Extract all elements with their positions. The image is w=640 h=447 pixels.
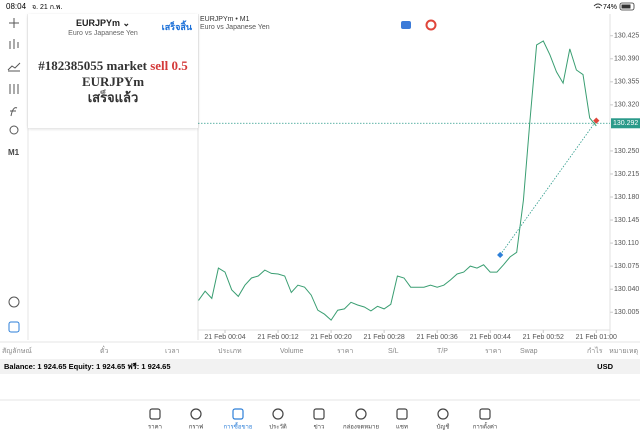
crosshair-icon[interactable] <box>9 18 19 28</box>
account-currency: USD <box>597 362 613 371</box>
column-header: เวลา <box>165 348 180 355</box>
battery-level <box>621 4 631 9</box>
column-header: Volume <box>280 348 303 355</box>
y-tick-label: 130.110 <box>614 240 639 247</box>
chart-tool-icon[interactable] <box>425 19 437 31</box>
candles-icon[interactable] <box>9 39 19 49</box>
x-tick-label: 21 Feb 01:00 <box>576 334 617 341</box>
analysis-icon[interactable] <box>8 296 20 308</box>
order-message: #182385055 market sell 0.5 EURJPYm เสร็จ… <box>28 58 198 106</box>
chart-title: EURJPYm • M1 <box>200 16 250 23</box>
nav-label[interactable]: ข่าว <box>314 424 325 431</box>
column-header: ตั๋ว <box>100 346 109 355</box>
column-header: Swap <box>520 348 538 355</box>
y-tick-label: 130.390 <box>614 56 639 63</box>
current-price-box <box>611 118 640 129</box>
x-tick-label: 21 Feb 00:36 <box>417 334 458 341</box>
y-tick-label: 130.250 <box>614 148 639 155</box>
y-tick-label: 130.005 <box>614 309 639 316</box>
nav-icon[interactable] <box>437 408 449 420</box>
y-tick-label: 130.320 <box>614 102 639 109</box>
nav-icon[interactable] <box>149 408 161 420</box>
column-header: ราคา <box>485 348 501 355</box>
y-tick-label: 130.425 <box>614 33 639 40</box>
status-battery: 74% <box>603 4 617 11</box>
x-tick-label: 21 Feb 00:04 <box>204 334 245 341</box>
battery-icon <box>619 2 635 11</box>
x-tick-label: 21 Feb 00:20 <box>310 334 351 341</box>
timeframe-label[interactable]: M1 <box>8 148 20 157</box>
y-tick-label: 130.180 <box>614 194 639 201</box>
y-tick-label: 130.355 <box>614 79 639 86</box>
y-tick-label: 130.215 <box>614 171 639 178</box>
current-price-label: 130.292 <box>613 120 638 127</box>
nav-icon[interactable] <box>479 408 491 420</box>
nav-icon[interactable] <box>232 408 244 420</box>
column-header: หมายเหตุ <box>609 348 638 355</box>
trade-link <box>499 120 597 256</box>
indicator-icon[interactable] <box>7 62 21 72</box>
nav-icon[interactable] <box>355 408 367 420</box>
balance-row <box>0 359 640 374</box>
objects-icon[interactable] <box>9 125 19 135</box>
y-tick-label: 130.075 <box>614 263 639 270</box>
nav-label[interactable]: การตั้งค่า <box>473 421 497 431</box>
chart-tool-icon[interactable] <box>401 21 411 29</box>
order-status: เสร็จแล้ว <box>87 90 139 105</box>
nav-label[interactable]: บัญชี <box>437 423 450 431</box>
toolbar-icons <box>7 18 21 333</box>
x-tick-label: 21 Feb 00:12 <box>257 334 298 341</box>
x-tick-label: 21 Feb 00:44 <box>470 334 511 341</box>
order-text: #182385055 market <box>38 58 147 73</box>
trade-marker <box>497 251 504 259</box>
panel-description: Euro vs Japanese Yen <box>68 30 138 37</box>
nav-label[interactable]: การซื้อขาย <box>224 421 253 431</box>
chart-subtitle: Euro vs Japanese Yen <box>200 24 270 31</box>
y-tick-label: 130.145 <box>614 217 639 224</box>
price-line <box>198 40 597 321</box>
nav-icon[interactable] <box>396 408 408 420</box>
symbol-text: EURJPYm <box>75 18 120 28</box>
y-tick-label: 130.040 <box>614 286 639 293</box>
x-tick-label: 21 Feb 00:52 <box>523 334 564 341</box>
account-summary: Balance: 1 924.65 Equity: 1 924.65 ฟรี: … <box>4 362 171 371</box>
done-button[interactable]: เสร็จสิ้น <box>161 22 192 32</box>
nav-label[interactable]: กล่องจดหมาย <box>343 424 379 431</box>
status-date: จ. 21 ก.พ. <box>32 4 63 11</box>
x-tick-label: 21 Feb 00:28 <box>364 334 405 341</box>
nav-label[interactable]: ประวัติ <box>269 424 287 431</box>
nav-label[interactable]: กราฟ <box>189 424 203 431</box>
column-header: ราคา <box>337 348 353 355</box>
wifi-icon <box>593 3 603 9</box>
order-action: sell 0.5 <box>150 58 188 73</box>
panel-symbol[interactable]: EURJPYm ⌄ <box>75 18 131 28</box>
column-header: สัญลักษณ์ <box>2 347 32 355</box>
settings-icon[interactable] <box>9 84 19 94</box>
trade-icon[interactable] <box>8 321 20 333</box>
column-header: S/L <box>388 348 399 355</box>
nav-icon[interactable] <box>313 408 325 420</box>
nav-icon[interactable] <box>190 408 202 420</box>
column-header: ประเภท <box>218 348 242 355</box>
column-header: T/P <box>437 348 448 355</box>
status-time: 08:04 <box>6 2 27 11</box>
column-header: กำไร <box>587 346 603 355</box>
nav-icon[interactable] <box>272 408 284 420</box>
order-symbol: EURJPYm <box>81 74 145 89</box>
order-panel: EURJPYm ⌄ Euro vs Japanese Yen เสร็จสิ้น… <box>28 14 198 128</box>
function-icon[interactable] <box>10 107 18 117</box>
nav-label[interactable]: แชท <box>396 424 408 431</box>
nav-label[interactable]: ราคา <box>148 424 162 431</box>
